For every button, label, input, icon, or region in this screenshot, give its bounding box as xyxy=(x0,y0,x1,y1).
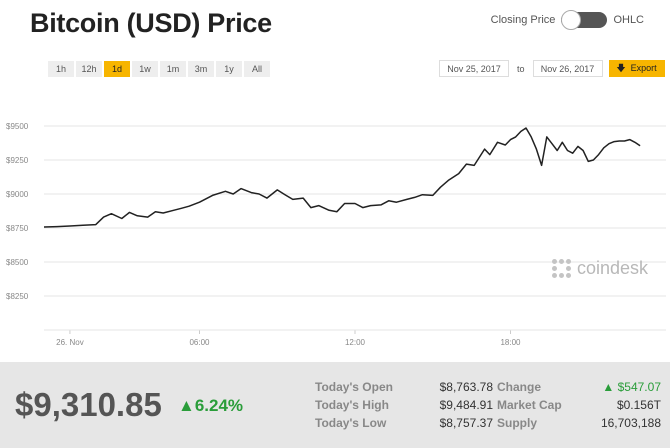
x-tick-label: 18:00 xyxy=(500,338,521,347)
date-to-input[interactable] xyxy=(532,60,603,77)
price-series-line xyxy=(43,127,641,228)
x-tick-label: 12:00 xyxy=(345,338,366,347)
range-button-1m[interactable]: 1m xyxy=(160,61,186,77)
low-label: Today's Low xyxy=(315,416,387,430)
date-range-controls: to 🡇 Export xyxy=(439,60,665,77)
download-arrow-icon: 🡇 xyxy=(616,63,626,73)
date-separator: to xyxy=(517,63,525,74)
supply-value: 16,703,188 xyxy=(600,416,661,430)
range-button-all[interactable]: All xyxy=(244,61,270,77)
range-button-12h[interactable]: 12h xyxy=(76,61,102,77)
toggle-knob xyxy=(561,10,582,30)
supply-label: Supply xyxy=(497,416,538,430)
range-button-1y[interactable]: 1y xyxy=(216,61,242,77)
y-tick-label: $9500 xyxy=(6,122,29,131)
y-tick-label: $8500 xyxy=(6,258,29,267)
high-value: $9,484.91 xyxy=(439,398,493,412)
date-from-input[interactable] xyxy=(439,60,509,77)
open-label: Today's Open xyxy=(315,380,393,394)
market-cap-value: $0.156T xyxy=(616,398,661,412)
closing-price-label: Closing Price xyxy=(490,14,556,26)
y-tick-label: $8750 xyxy=(6,224,29,233)
change-percent: ▲6.24% xyxy=(178,396,243,416)
time-range-selector: 1h 12h 1d 1w 1m 3m 1y All xyxy=(48,61,272,77)
range-button-3m[interactable]: 3m xyxy=(188,61,214,77)
low-value: $8,757.37 xyxy=(439,416,493,430)
range-button-1h[interactable]: 1h xyxy=(48,61,74,77)
y-tick-label: $8250 xyxy=(6,292,29,301)
coindesk-logo-icon xyxy=(552,258,572,279)
closing-ohlc-toggle-group: Closing Price OHLC xyxy=(485,10,650,30)
ohlc-toggle-switch[interactable] xyxy=(561,10,608,30)
y-tick-label: $9250 xyxy=(6,156,29,165)
up-triangle-icon: ▲ xyxy=(178,396,195,415)
change-percent-value: 6.24% xyxy=(194,396,244,415)
page-title: Bitcoin (USD) Price xyxy=(30,8,272,38)
price-chart[interactable]: $9500 $9250 $9000 $8750 $8500 $8250 26. Nov 06:… xyxy=(0,86,670,356)
range-button-1w[interactable]: 1w xyxy=(132,61,158,77)
price-summary-footer: $9,310.85 ▲6.24% Today's Open $8,763.78 … xyxy=(0,362,670,448)
open-value: $8,763.78 xyxy=(439,380,493,394)
price-chart-svg: $9500 $9250 $9000 $8750 $8500 $8250 26. Nov 06:… xyxy=(6,122,666,347)
market-cap-label: Market Cap xyxy=(497,398,562,412)
high-label: Today's High xyxy=(315,398,389,412)
change-value-text: $547.07 xyxy=(617,380,661,394)
change-label: Change xyxy=(497,380,542,394)
range-button-1d[interactable]: 1d xyxy=(104,61,130,77)
change-value: ▲ $547.07 xyxy=(602,380,661,394)
export-button[interactable]: 🡇 Export xyxy=(608,60,665,77)
ohlc-label: OHLC xyxy=(613,14,644,26)
x-tick-label: 06:00 xyxy=(189,338,210,347)
export-label: Export xyxy=(630,63,657,73)
coindesk-wordmark: coindesk xyxy=(577,258,649,278)
coindesk-watermark: coindesk xyxy=(552,258,648,279)
y-tick-label: $9000 xyxy=(6,190,29,199)
current-price: $9,310.85 xyxy=(15,386,162,423)
x-tick-label: 26. Nov xyxy=(56,338,84,347)
